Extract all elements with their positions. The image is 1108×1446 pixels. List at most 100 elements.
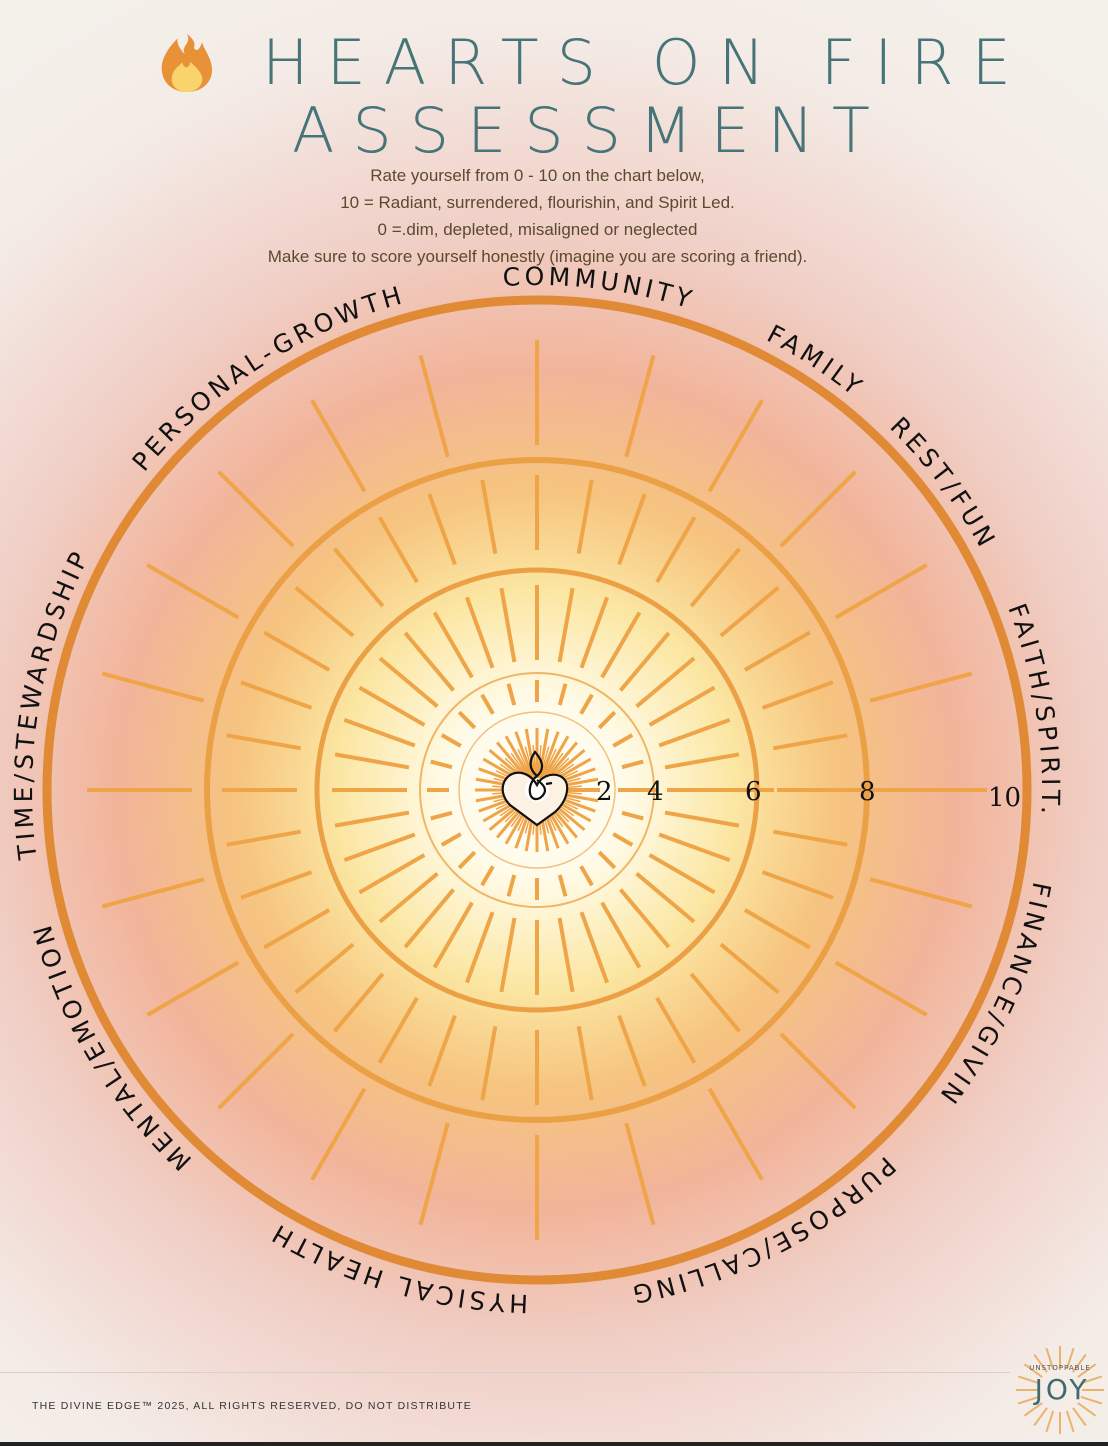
spoke bbox=[834, 563, 928, 620]
category-label: MENTAL/EMOTION bbox=[27, 918, 197, 1176]
spoke bbox=[779, 470, 857, 548]
burst-ray bbox=[539, 731, 560, 780]
svg-text:JOY: JOY bbox=[1033, 1373, 1090, 1406]
spoke bbox=[440, 832, 462, 847]
spoke bbox=[707, 1087, 764, 1181]
spoke bbox=[101, 877, 205, 909]
spoke bbox=[403, 631, 455, 692]
spoke bbox=[635, 656, 696, 708]
spoke bbox=[294, 942, 355, 995]
burst-ray bbox=[514, 731, 535, 780]
spoke bbox=[343, 832, 416, 862]
scale-labels: 2 4 6 8 10 bbox=[596, 777, 1021, 813]
spoke bbox=[358, 853, 426, 895]
scale-label-6: 6 bbox=[745, 777, 762, 807]
spoke bbox=[432, 901, 474, 969]
spoke bbox=[217, 470, 295, 548]
spoke bbox=[465, 596, 495, 669]
spoke bbox=[761, 680, 834, 710]
spoke bbox=[432, 611, 474, 679]
spoke bbox=[146, 960, 240, 1017]
spoke bbox=[430, 759, 453, 770]
spoke bbox=[624, 354, 656, 458]
category-label: PHYSICAL HEALTH bbox=[0, 0, 529, 1318]
category-label: PURPOSE/CALLING bbox=[626, 1151, 901, 1309]
spoke bbox=[332, 547, 385, 608]
spoke bbox=[612, 832, 634, 847]
burst-ray bbox=[539, 746, 550, 779]
spoke bbox=[334, 752, 410, 770]
spoke bbox=[240, 870, 313, 900]
burst-ray bbox=[532, 745, 537, 779]
spoke bbox=[869, 877, 973, 909]
spokes bbox=[87, 340, 987, 1240]
spoke bbox=[664, 752, 740, 770]
instruction-line: 10 = Radiant, surrendered, flourishin, a… bbox=[340, 193, 735, 212]
spoke bbox=[773, 733, 848, 751]
spoke bbox=[635, 872, 696, 924]
svg-text:UNSTOPPABLE: UNSTOPPABLE bbox=[1029, 1364, 1091, 1372]
burst-ray bbox=[504, 735, 533, 781]
spoke bbox=[377, 516, 419, 584]
spoke bbox=[440, 733, 462, 748]
spoke bbox=[378, 656, 439, 708]
spoke bbox=[579, 911, 609, 984]
spoke bbox=[617, 493, 647, 566]
spoke bbox=[621, 759, 644, 770]
spoke bbox=[576, 479, 594, 554]
spoke bbox=[378, 872, 439, 924]
title-line-1: HEARTS ON FIRE bbox=[262, 26, 1029, 99]
category-label: FINANCE/GIVIN bbox=[932, 880, 1056, 1112]
spoke bbox=[226, 829, 301, 847]
category-label: REST/FUN bbox=[885, 411, 1003, 554]
spoke bbox=[707, 399, 764, 493]
spoke bbox=[263, 908, 331, 950]
spoke bbox=[600, 901, 642, 969]
spoke bbox=[658, 832, 731, 862]
spoke bbox=[619, 631, 671, 692]
spoke bbox=[457, 710, 477, 730]
spoke bbox=[101, 671, 205, 703]
spoke bbox=[146, 563, 240, 620]
spoke bbox=[499, 917, 517, 993]
instructions: Rate yourself from 0 - 10 on the chart b… bbox=[0, 162, 1075, 270]
spoke bbox=[761, 870, 834, 900]
spoke bbox=[480, 865, 495, 887]
spoke bbox=[465, 911, 495, 984]
fire-icon bbox=[161, 34, 212, 92]
bottom-bar bbox=[0, 1442, 1108, 1446]
spoke bbox=[624, 1122, 656, 1226]
spoke bbox=[773, 829, 848, 847]
spoke bbox=[779, 1032, 857, 1110]
spoke bbox=[343, 718, 416, 748]
burst-ray bbox=[537, 745, 542, 779]
instruction-line: Rate yourself from 0 - 10 on the chart b… bbox=[370, 166, 705, 185]
spoke bbox=[418, 1122, 450, 1226]
spoke bbox=[332, 972, 385, 1033]
spoke bbox=[499, 587, 517, 663]
spoke bbox=[310, 1087, 367, 1181]
spoke bbox=[310, 399, 367, 493]
spoke bbox=[557, 874, 568, 897]
spoke bbox=[430, 810, 453, 821]
spoke bbox=[457, 850, 477, 870]
flame-heart-icon bbox=[501, 750, 569, 827]
spoke bbox=[617, 1014, 647, 1087]
spoke bbox=[240, 680, 313, 710]
spoke bbox=[506, 683, 517, 706]
burst-ray bbox=[541, 748, 557, 780]
spoke bbox=[418, 354, 450, 458]
spoke bbox=[743, 630, 811, 672]
spoke bbox=[294, 585, 355, 638]
spoke bbox=[377, 996, 419, 1064]
spoke bbox=[557, 917, 575, 993]
burst-ray bbox=[524, 728, 537, 779]
spoke bbox=[597, 710, 617, 730]
ring-10 bbox=[42, 295, 1032, 1285]
spoke bbox=[655, 996, 697, 1064]
spoke bbox=[358, 685, 426, 727]
spoke bbox=[689, 547, 742, 608]
spoke bbox=[427, 1014, 457, 1087]
spoke bbox=[612, 733, 634, 748]
